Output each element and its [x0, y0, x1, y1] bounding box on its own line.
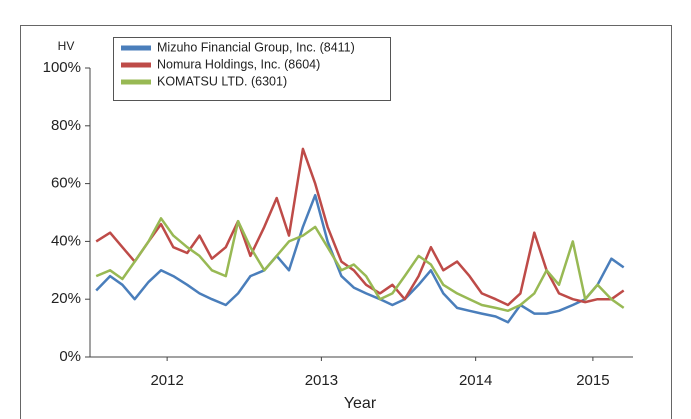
y-tick-label: 80%	[51, 117, 81, 134]
chart-border	[20, 25, 672, 419]
legend-label: KOMATSU LTD. (6301)	[157, 74, 287, 88]
series-line	[95, 217, 625, 313]
y-tick-label: 60%	[51, 175, 81, 192]
legend-label: Mizuho Financial Group, Inc. (8411)	[157, 40, 355, 54]
legend-label: Nomura Holdings, Inc. (8604)	[157, 57, 320, 71]
x-tick-label: 2013	[305, 372, 338, 389]
y-axis-label: HV	[58, 39, 75, 53]
y-tick-label: 40%	[51, 232, 81, 249]
legend-box	[113, 37, 391, 101]
y-tick-label: 100%	[43, 59, 81, 76]
series-line	[95, 193, 625, 324]
x-tick-label: 2015	[576, 372, 609, 389]
x-tick-label: 2014	[459, 372, 492, 389]
x-axis-label: Year	[344, 395, 377, 412]
x-tick-label: 2012	[150, 372, 183, 389]
y-tick-label: 20%	[51, 290, 81, 307]
y-tick-label: 0%	[59, 348, 81, 365]
series-line	[95, 147, 625, 307]
